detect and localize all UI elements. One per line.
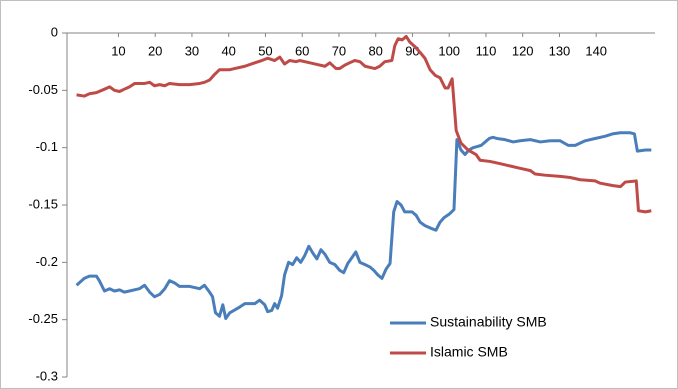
x-tick-label: 40 — [221, 43, 235, 58]
x-tick-label: 140 — [585, 43, 607, 58]
y-tick-label: -0.2 — [36, 254, 58, 269]
x-tick-label: 60 — [295, 43, 309, 58]
x-tick-label: 100 — [438, 43, 460, 58]
y-tick-label: -0.05 — [28, 82, 58, 97]
x-tick-label: 130 — [549, 43, 571, 58]
x-tick-label: 70 — [332, 43, 346, 58]
x-tick-label: 10 — [111, 43, 125, 58]
data-line — [76, 34, 652, 214]
data-line — [75, 131, 652, 321]
y-tick-label: -0.15 — [28, 196, 58, 211]
y-tick-label: -0.1 — [36, 139, 58, 154]
y-tick-label: 0 — [51, 24, 58, 39]
y-tick-label: -0.3 — [36, 368, 58, 383]
y-tick-label: -0.25 — [28, 311, 58, 326]
x-tick-label: 30 — [185, 43, 199, 58]
x-tick-label: 20 — [148, 43, 162, 58]
legend-label: Sustainability SMB — [430, 314, 547, 330]
x-tick-label: 80 — [368, 43, 382, 58]
x-tick-label: 50 — [258, 43, 272, 58]
x-tick-label: 110 — [476, 43, 497, 58]
x-tick-label: 120 — [512, 43, 534, 58]
legend-label: Islamic SMB — [430, 344, 508, 360]
